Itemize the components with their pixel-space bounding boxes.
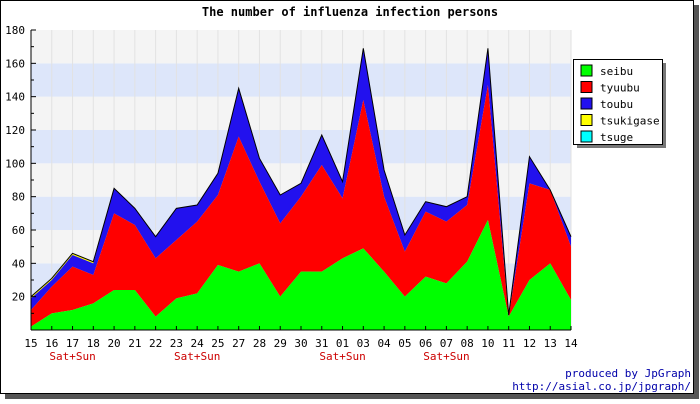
weekend-label: Sat+Sun (174, 350, 220, 363)
area-series-group (30, 48, 572, 330)
weekend-labels: Sat+Sun Sat+Sun Sat+Sun Sat+Sun (49, 350, 469, 363)
y-tick-label: 120 (5, 124, 25, 137)
area-seibu (31, 220, 571, 330)
weekend-label: Sat+Sun (49, 350, 95, 363)
legend-swatch-seibu (580, 64, 593, 77)
x-tick-label: 14 (564, 337, 578, 350)
axes-group (30, 29, 572, 331)
footer-url: http://asial.co.jp/jpgraph/ (512, 380, 691, 393)
x-tick-labels: 15 16 17 18 20 21 22 23 24 25 27 28 29 30 31 01 03 04 05 06… (24, 337, 578, 350)
legend: seibu tyuubu toubu tsukigase tsuge (573, 59, 666, 148)
area-top-outline (30, 48, 572, 316)
legend-swatch-tsuge (580, 130, 593, 143)
x-tick-label: 07 (440, 337, 453, 350)
x-tick-label: 22 (149, 337, 162, 350)
chart-title: The number of influenza infection person… (202, 5, 498, 19)
x-tick-label: 16 (45, 337, 58, 350)
x-tick-label: 10 (481, 337, 494, 350)
footer-credit: produced by JpGraph (565, 367, 691, 380)
legend-swatch-tsukigase (580, 114, 593, 126)
x-tick-label: 24 (191, 337, 205, 350)
x-tick-label: 21 (128, 337, 141, 350)
x-tick-label: 17 (66, 337, 79, 350)
y-tick-label: 160 (5, 57, 25, 70)
x-tick-label: 12 (523, 337, 536, 350)
x-tick-label: 08 (461, 337, 474, 350)
x-tick-label: 15 (24, 337, 37, 350)
x-tick-label: 01 (336, 337, 349, 350)
x-tick-label: 27 (232, 337, 245, 350)
y-tick-label: 40 (12, 257, 25, 270)
x-tick-label: 11 (502, 337, 515, 350)
legend-label-tsukigase: tsukigase (600, 115, 660, 128)
legend-label-seibu: seibu (600, 65, 633, 78)
x-tick-label: 03 (357, 337, 370, 350)
legend-label-tsuge: tsuge (600, 131, 633, 144)
weekend-label: Sat+Sun (423, 350, 469, 363)
x-tick-label: 23 (170, 337, 183, 350)
x-tick-label: 18 (87, 337, 100, 350)
y-tick-label: 100 (5, 157, 25, 170)
legend-label-toubu: toubu (600, 98, 633, 111)
y-tick-label: 60 (12, 224, 25, 237)
legend-swatch-tyuubu (580, 81, 593, 93)
y-tick-label: 140 (5, 91, 25, 104)
legend-items: seibu tyuubu toubu tsukigase tsuge (580, 64, 660, 144)
x-tick-label: 13 (544, 337, 557, 350)
x-tick-label: 04 (377, 337, 391, 350)
x-tick-label: 25 (211, 337, 224, 350)
y-tick-label: 20 (12, 291, 25, 304)
legend-swatch-toubu (580, 97, 593, 110)
y-tick-label: 80 (12, 191, 25, 204)
x-tick-label: 30 (294, 337, 307, 350)
x-tick-label: 28 (253, 337, 266, 350)
x-tick-label: 06 (419, 337, 432, 350)
y-tick-labels: 20 40 60 80 100 120 140 160 180 (5, 24, 25, 304)
x-tick-label: 31 (315, 337, 328, 350)
y-tick-label: 180 (5, 24, 25, 37)
x-tick-label: 20 (107, 337, 120, 350)
x-tick-label: 29 (274, 337, 287, 350)
x-tick-label: 05 (398, 337, 411, 350)
legend-label-tyuubu: tyuubu (600, 82, 640, 95)
area-tyuubu (31, 85, 571, 327)
weekend-label: Sat+Sun (319, 350, 365, 363)
